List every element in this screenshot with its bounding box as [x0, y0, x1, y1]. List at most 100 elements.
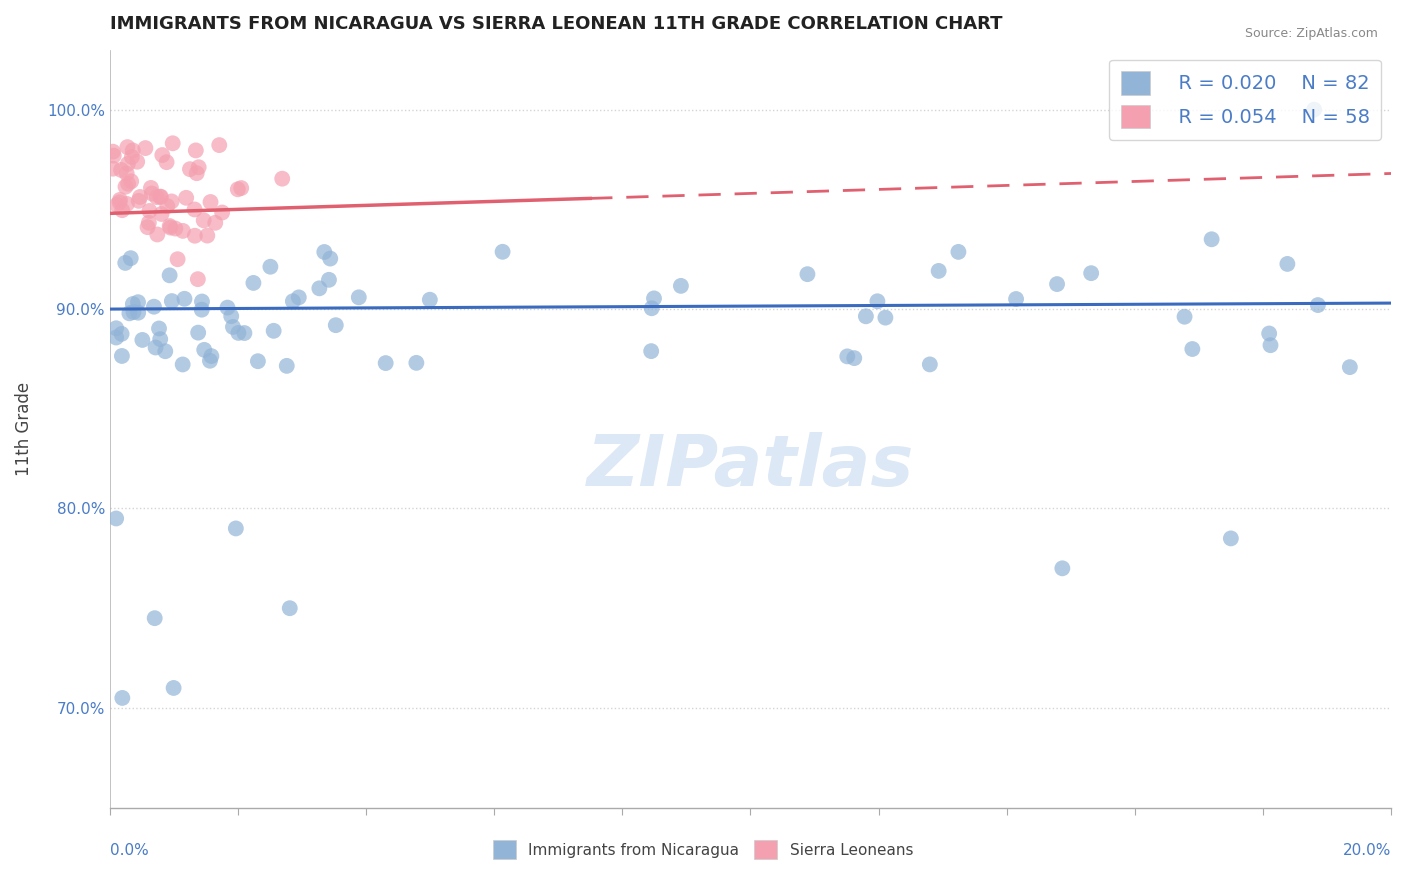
Point — [173, 292, 195, 306]
Point — [643, 292, 665, 306]
Point — [190, 302, 212, 317]
Point — [1339, 360, 1361, 375]
Point — [314, 245, 336, 260]
Point — [105, 330, 128, 344]
Point — [184, 228, 207, 243]
Point — [281, 294, 304, 309]
Point — [219, 309, 242, 323]
Text: 20.0%: 20.0% — [1343, 843, 1391, 858]
Point — [127, 154, 149, 169]
Point — [179, 162, 201, 177]
Point — [837, 350, 859, 364]
Point — [129, 190, 152, 204]
Point — [166, 252, 188, 267]
Point — [191, 294, 214, 309]
Point — [101, 145, 124, 159]
Point — [1181, 342, 1204, 356]
Point — [127, 295, 149, 310]
Point — [669, 278, 692, 293]
Point — [187, 272, 209, 286]
Point — [928, 264, 950, 278]
Point — [149, 189, 172, 203]
Text: Source: ZipAtlas.com: Source: ZipAtlas.com — [1244, 27, 1378, 40]
Point — [233, 326, 256, 340]
Point — [228, 326, 250, 340]
Point — [105, 198, 128, 212]
Point — [146, 227, 169, 242]
Point — [138, 204, 160, 219]
Point — [143, 300, 166, 314]
Point — [1258, 326, 1281, 341]
Point — [187, 326, 209, 340]
Point — [143, 611, 166, 625]
Text: 0.0%: 0.0% — [110, 843, 149, 858]
Point — [259, 260, 281, 274]
Point — [276, 359, 298, 373]
Point — [156, 199, 179, 213]
Point — [1080, 266, 1102, 280]
Point — [155, 344, 177, 359]
Point — [855, 310, 877, 324]
Point — [115, 167, 138, 181]
Point — [111, 349, 134, 363]
Point — [246, 354, 269, 368]
Point — [114, 256, 136, 270]
Legend: Immigrants from Nicaragua, Sierra Leoneans: Immigrants from Nicaragua, Sierra Leonea… — [485, 832, 921, 866]
Point — [117, 140, 139, 154]
Point — [110, 326, 132, 341]
Point — [1303, 103, 1326, 117]
Point — [1201, 232, 1223, 246]
Point — [120, 174, 142, 188]
Point — [136, 220, 159, 235]
Point — [172, 358, 194, 372]
Point — [105, 321, 128, 335]
Point — [139, 181, 162, 195]
Point — [131, 333, 153, 347]
Point — [225, 521, 247, 535]
Point — [187, 160, 209, 174]
Point — [155, 155, 177, 169]
Text: ZIPatlas: ZIPatlas — [586, 432, 914, 501]
Point — [101, 161, 124, 176]
Point — [138, 216, 160, 230]
Point — [204, 216, 226, 230]
Point — [271, 171, 294, 186]
Point — [1260, 338, 1282, 352]
Point — [226, 182, 249, 196]
Point — [1306, 298, 1329, 312]
Point — [183, 202, 205, 217]
Point — [308, 281, 330, 295]
Point — [491, 244, 513, 259]
Point — [186, 166, 208, 180]
Point — [844, 351, 866, 365]
Point — [110, 163, 132, 178]
Point — [115, 197, 138, 211]
Point — [134, 141, 156, 155]
Point — [160, 294, 183, 309]
Point — [200, 349, 222, 363]
Point — [419, 293, 441, 307]
Point — [195, 228, 218, 243]
Point — [1005, 292, 1028, 306]
Point — [128, 194, 150, 208]
Point — [231, 181, 253, 195]
Point — [875, 310, 897, 325]
Point — [145, 341, 167, 355]
Point — [117, 177, 139, 191]
Point — [145, 190, 167, 204]
Point — [796, 267, 818, 281]
Point — [159, 219, 181, 233]
Point — [103, 148, 125, 162]
Point — [118, 306, 141, 320]
Point — [162, 681, 184, 695]
Point — [121, 297, 143, 311]
Point — [165, 221, 187, 235]
Point — [162, 136, 184, 151]
Point — [278, 601, 301, 615]
Point — [198, 353, 221, 368]
Point — [160, 194, 183, 209]
Point — [222, 320, 245, 334]
Point — [120, 251, 142, 265]
Point — [148, 321, 170, 335]
Point — [319, 252, 342, 266]
